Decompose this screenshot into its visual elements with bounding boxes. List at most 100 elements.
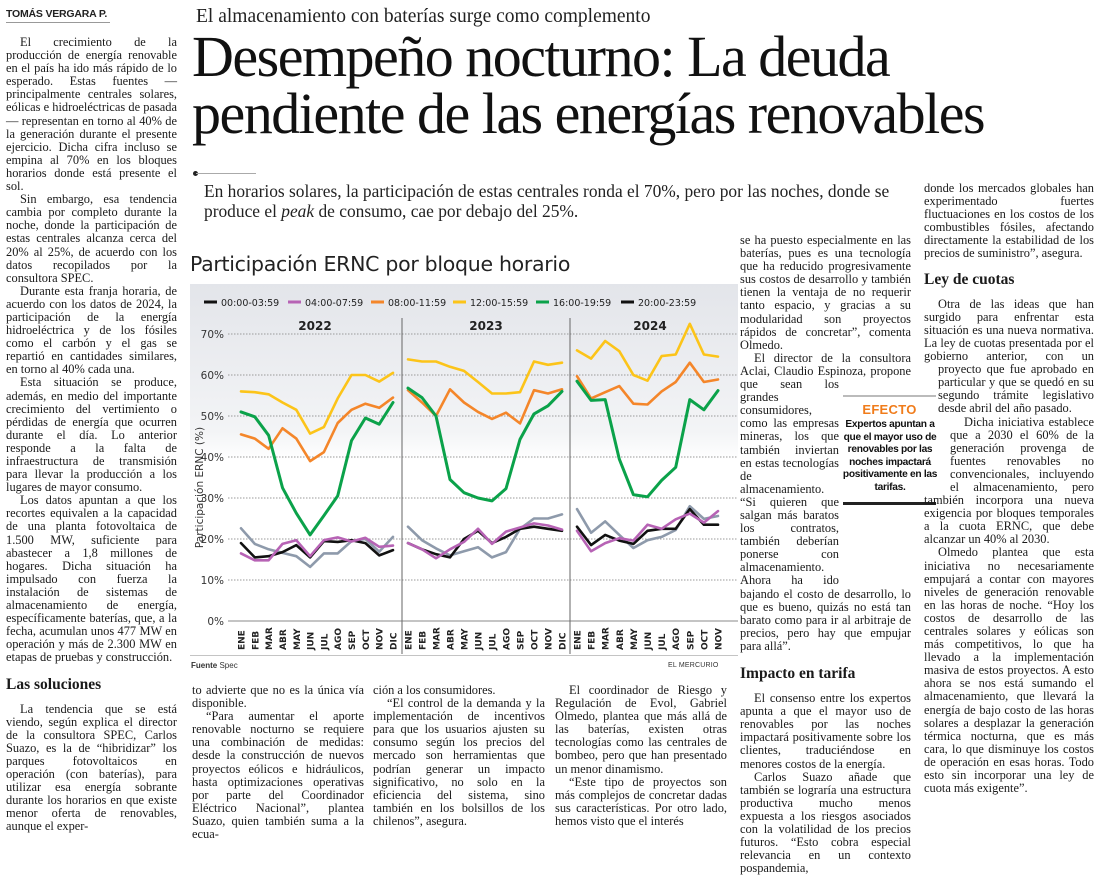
x-tick-label: ENE [405,630,415,650]
paragraph: Otra de las ideas que han surgido para e… [924,298,1094,416]
x-tick-label: AGO [334,628,344,650]
headline-line-1: Desempeño nocturno: La deuda [192,28,984,85]
x-tick-label: MAR [602,627,612,650]
paragraph: “El control de la demanda y la implement… [373,697,545,828]
x-tick-label: ENE [574,630,584,650]
subhead-impacto-en-tarifa: Impacto en tarifa [740,667,911,680]
y-tick-label: 10% [201,575,224,587]
panel-year-label: 2024 [633,319,666,333]
column-1: El crecimiento de la producción de energ… [6,36,177,834]
lead-paragraph: En horarios solares, la participación de… [204,181,924,221]
legend-label: 04:00-07:59 [305,298,363,309]
subhead-ley-de-cuotas: Ley de cuotas [924,273,1094,286]
legend-label: 12:00-15:59 [470,298,528,309]
column-3: ción a los consumidores.“El control de l… [373,684,545,828]
paragraph: Carlos Suazo añade que también se lograr… [740,771,911,875]
x-tick-label: NOV [715,628,725,650]
y-axis-label: Participación ERNC (%) [194,427,206,548]
efecto-rule-bottom [843,502,936,505]
x-tick-label: MAR [265,627,275,650]
efecto-title: EFECTO [843,402,936,417]
chart: 00:00-03:59 04:00-07:59 08:00-11:59 12:00-1… [190,284,738,656]
headline: Desempeño nocturno: La deuda pendiente d… [192,28,984,142]
paragraph: El consenso entre los expertos apunta a … [740,692,911,771]
x-tick-label: OCT [362,629,372,650]
x-tick-label: JUL [320,633,330,651]
chart-background [190,284,738,636]
headline-line-2: pendiente de las energías renovables [192,85,984,142]
lead-italic: peak [281,201,314,221]
panel-year-label: 2022 [298,319,331,333]
y-tick-label: 50% [201,411,224,423]
paragraph: El crecimiento de la producción de energ… [6,36,177,193]
x-tick-label: JUL [658,633,668,651]
column-5: se ha puesto especialmente en las baterí… [740,234,911,875]
byline: TOMÁS VERGARA P. [6,8,107,20]
x-tick-label: MAY [630,628,640,650]
x-tick-label: FEB [588,631,598,650]
x-tick-label: MAY [461,628,471,650]
y-tick-label: 60% [201,370,224,382]
x-tick-label: DIC [390,632,400,650]
paragraph: to advierte que no es la única vía dispo… [192,684,364,710]
efecto-wrap-spacer [938,416,950,491]
legend-label: 20:00-23:59 [638,298,696,309]
column-1-after-subhead: La tendencia que se está viendo, según e… [6,703,177,834]
x-tick-label: ABR [447,629,457,650]
y-tick-label: 70% [201,329,224,341]
paragraph: Olmedo plantea que esta iniciativa no ne… [924,546,1094,795]
y-tick-label: 0% [207,616,224,628]
x-tick-label: MAR [433,627,443,650]
paragraph: Los datos apuntan a que los recortes equ… [6,494,177,664]
x-tick-label: SEP [348,630,358,650]
x-tick-label: ABR [279,629,289,650]
chart-source-value: Spec [219,661,237,670]
paragraph: se ha puesto especialmente en las baterí… [740,234,911,352]
paragraph: La tendencia que se está viendo, según e… [6,703,177,834]
chart-source: Fuente Spec [191,661,238,670]
x-tick-label: SEP [686,630,696,650]
paragraph: Sin embargo, esa tendencia cambia por co… [6,193,177,285]
paragraph: Durante esta franja horaria, de acuerdo … [6,285,177,377]
column-4: El coordinador de Riesgo y Regulación de… [555,684,727,828]
x-tick-label: NOV [376,628,386,650]
paragraph: donde los mercados globales han experime… [924,182,1094,261]
x-tick-label: OCT [700,629,710,650]
x-tick-label: NOV [545,628,555,650]
chart-svg: 00:00-03:59 04:00-07:59 08:00-11:59 12:00-1… [190,284,738,656]
x-tick-label: MAY [293,628,303,650]
x-tick-label: DIC [559,632,569,650]
column-1-paragraphs: El crecimiento de la producción de energ… [6,36,177,665]
paragraph: Esta situación se produce, además, en me… [6,376,177,494]
x-tick-label: JUN [475,632,485,651]
byline-rule [6,22,110,23]
x-tick-label: JUN [307,632,317,651]
x-tick-label: ENE [238,630,248,650]
column-2: to advierte que no es la única vía dispo… [192,684,364,841]
lead-text-end: de consumo, cae por debajo del 25%. [314,201,578,221]
chart-source-label: Fuente [191,661,217,670]
paragraph: “Para aumentar el aporte renovable noctu… [192,710,364,841]
x-tick-label: OCT [531,629,541,650]
x-tick-label: FEB [419,631,429,650]
legend-label: 00:00-03:59 [221,298,279,309]
x-tick-label: AGO [672,628,682,650]
efecto-rule-top [843,395,936,397]
subhead-las-soluciones: Las soluciones [6,678,177,691]
x-tick-label: ABR [616,629,626,650]
x-tick-label: FEB [251,631,261,650]
paragraph: Dicha iniciativa establece que a 2030 el… [924,416,1094,547]
lead-rule [196,173,256,174]
x-tick-label: JUN [644,632,654,651]
x-tick-label: SEP [517,630,527,650]
legend-label: 08:00-11:59 [388,298,446,309]
chart-credit: EL MERCURIO [668,662,719,669]
chart-title: Participación ERNC por bloque horario [190,252,570,276]
efecto-wrap-spacer [924,298,938,428]
paragraph: “Este tipo de proyectos son más complejo… [555,776,727,828]
column-6: donde los mercados globales han experime… [924,182,1094,795]
paragraph: El coordinador de Riesgo y Regulación de… [555,684,727,776]
x-tick-label: AGO [503,628,513,650]
x-tick-label: JUL [489,633,499,651]
legend-label: 16:00-19:59 [553,298,611,309]
